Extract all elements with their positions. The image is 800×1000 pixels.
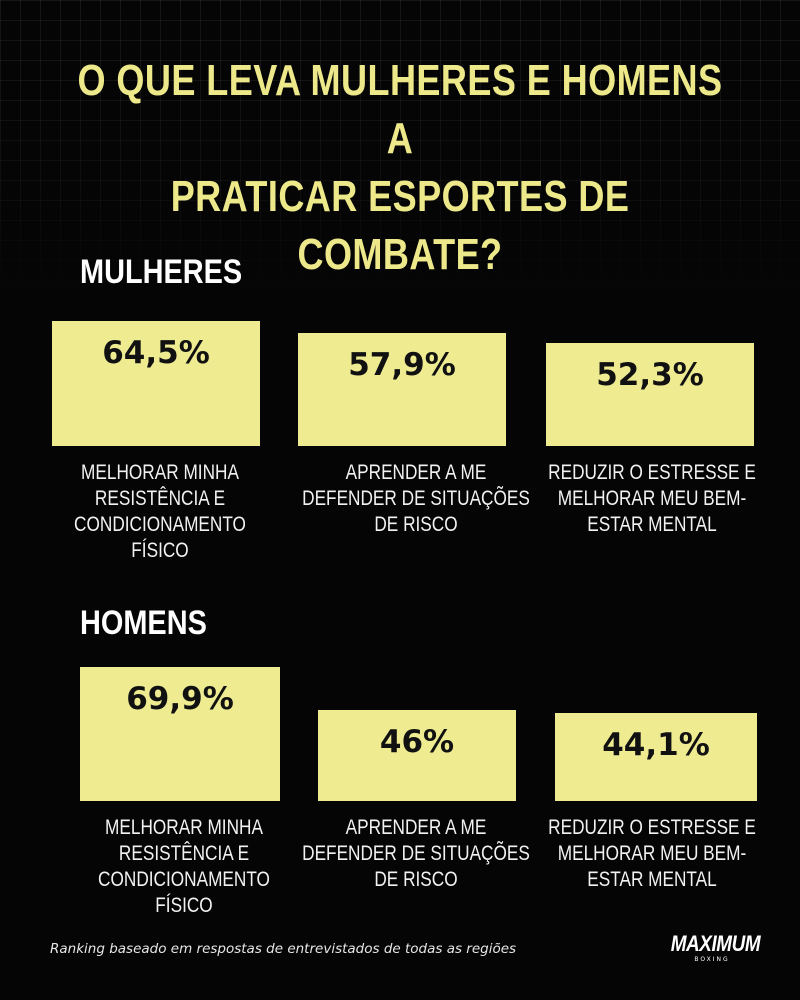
category-label-line: REDUZIR O ESTRESSE E — [548, 461, 756, 484]
category-label: APRENDER A ME DEFENDER DE SITUAÇÕES DE RIS… — [301, 815, 531, 893]
category-label-line: CONDICIONAMENTO FÍSICO — [74, 513, 246, 562]
category-label-line: MELHORAR MEU BEM- — [557, 842, 747, 865]
maximum-boxing-logo: MAXIMUM BOXING — [664, 931, 761, 964]
category-label-line: MELHORAR MINHA — [105, 816, 263, 839]
category-label-line: DEFENDER DE SITUAÇÕES — [302, 842, 530, 865]
category-label-line: DEFENDER DE SITUAÇÕES — [302, 487, 530, 510]
bar-value-label: 64,5% — [102, 335, 210, 371]
category-label-line: DE RISCO — [374, 513, 458, 536]
category-label-line: ESTAR MENTAL — [587, 868, 717, 891]
bar-value-label: 52,3% — [596, 357, 704, 393]
bar-homens-3: 44,1% — [555, 713, 757, 801]
category-label: APRENDER A ME DEFENDER DE SITUAÇÕES DE RIS… — [301, 460, 531, 538]
bar-value-label: 69,9% — [126, 681, 234, 717]
logo-subtitle: BOXING — [694, 956, 730, 963]
category-label: MELHORAR MINHA RESISTÊNCIA E CONDICIONAMEN… — [69, 815, 299, 919]
bar-mulheres-1: 64,5% — [52, 321, 260, 446]
bar-mulheres-3: 52,3% — [546, 343, 754, 446]
bar-mulheres-2: 57,9% — [298, 333, 506, 446]
bar-value-label: 46% — [379, 724, 455, 760]
category-label: MELHORAR MINHA RESISTÊNCIA E CONDICIONAMEN… — [45, 460, 275, 564]
category-label-line: CONDICIONAMENTO FÍSICO — [98, 868, 270, 917]
page-title: O QUE LEVA MULHERES E HOMENS A PRATICAR … — [72, 52, 728, 284]
category-label: REDUZIR O ESTRESSE E MELHORAR MEU BEM- EST… — [537, 460, 767, 538]
bar-value-label: 57,9% — [348, 347, 456, 383]
category-label: REDUZIR O ESTRESSE E MELHORAR MEU BEM- EST… — [537, 815, 767, 893]
page-title-line-1: O QUE LEVA MULHERES E HOMENS A — [77, 56, 723, 163]
category-label-line: ESTAR MENTAL — [587, 513, 717, 536]
category-label-line: REDUZIR O ESTRESSE E — [548, 816, 756, 839]
grid-background — [0, 0, 800, 300]
bar-homens-2: 46% — [318, 710, 516, 801]
category-label-line: RESISTÊNCIA E — [94, 487, 226, 510]
category-label-line: RESISTÊNCIA E — [118, 842, 250, 865]
section-title-mulheres: MULHERES — [80, 253, 243, 291]
category-label-line: DE RISCO — [374, 868, 458, 891]
footer-note: Ranking baseado em respostas de entrevis… — [50, 941, 517, 957]
category-label-line: MELHORAR MINHA — [81, 461, 239, 484]
bar-value-label: 44,1% — [602, 727, 710, 763]
section-title-homens: HOMENS — [80, 604, 207, 642]
bar-homens-1: 69,9% — [80, 667, 280, 801]
category-label-line: APRENDER A ME — [345, 816, 487, 839]
page-title-line-2: PRATICAR ESPORTES DE COMBATE? — [170, 172, 630, 279]
category-label-line: APRENDER A ME — [345, 461, 487, 484]
logo-wordmark: MAXIMUM — [670, 931, 761, 956]
category-label-line: MELHORAR MEU BEM- — [557, 487, 747, 510]
